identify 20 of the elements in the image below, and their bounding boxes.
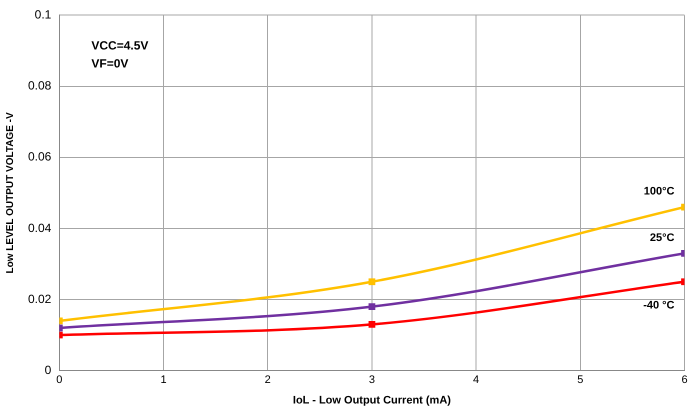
series-label: 100°C xyxy=(644,186,675,198)
x-tick-label: 0 xyxy=(56,374,62,386)
annotation: VCC=4.5V xyxy=(91,38,148,53)
x-tick-label: 1 xyxy=(160,374,167,386)
annotation: VF=0V xyxy=(91,56,128,71)
series-label: -40 °C xyxy=(643,299,675,312)
y-tick-label: 0.02 xyxy=(28,292,52,306)
y-tick-label: 0.1 xyxy=(34,8,52,22)
x-tick-label: 3 xyxy=(368,374,375,386)
x-axis-title: IoL - Low Output Current (mA) xyxy=(292,394,452,406)
x-tick-label: 4 xyxy=(473,374,480,386)
y-tick-label: 0 xyxy=(44,362,52,377)
x-tick-label: 2 xyxy=(264,374,271,386)
series-label: 25°C xyxy=(650,232,675,244)
y-tick-label: 0.04 xyxy=(28,220,52,235)
y-tick-label: 0.08 xyxy=(28,78,52,93)
y-axis-title: Low LEVEL OUTPUT VOLTAGE -V xyxy=(4,112,16,274)
x-tick-label: 5 xyxy=(577,374,584,386)
x-tick-label: 6 xyxy=(681,374,688,386)
y-tick-label: 0.06 xyxy=(28,150,52,164)
